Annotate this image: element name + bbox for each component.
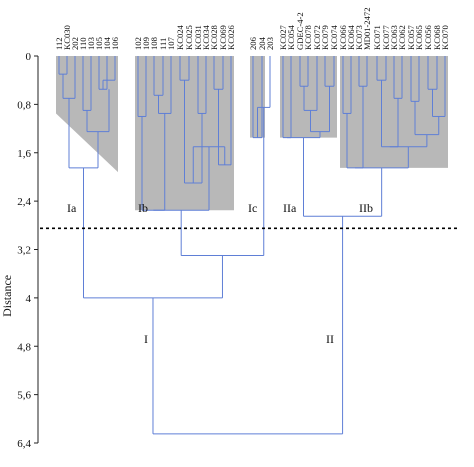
leaf-label: KC078 (303, 25, 313, 50)
leaf-label: KC056 (423, 24, 433, 50)
tick-label: 5,6 (17, 390, 31, 402)
leaf-label: KC069 (218, 25, 228, 50)
leaf-label: KC054 (286, 24, 296, 50)
leaf-label: GDEC-4-2 (295, 12, 305, 50)
leaf-label: KC063 (389, 25, 399, 50)
leaf-label: KC064 (346, 24, 356, 50)
group-label-i: I (144, 332, 148, 346)
leaf-label: KC026 (226, 24, 236, 50)
leaf-label: KC068 (432, 25, 442, 50)
leaf-label: KC072 (312, 25, 322, 50)
cluster-fills (56, 56, 448, 211)
leaf-label: 112 (54, 37, 64, 50)
leaf-label: KC034 (201, 24, 211, 50)
leaf-label: 111 (158, 38, 168, 50)
leaf-label: KC071 (372, 25, 382, 50)
leaf-label: 203 (265, 37, 275, 50)
distance-axis: 0 0,8 1,6 2,4 3,2 4 4,8 5,6 6,4 (17, 51, 39, 450)
leaf-label: KC028 (209, 25, 219, 50)
leaf-label: KC074 (329, 24, 339, 50)
leaf-label: KC030 (62, 25, 72, 50)
group-label-iib: IIb (359, 201, 373, 215)
tick-label: 0 (26, 51, 32, 63)
leaf-label: KC025 (184, 25, 194, 50)
leaf-label: MD01-2472 (362, 8, 372, 51)
group-label-ib: Ib (138, 201, 148, 215)
leaf-label: KC024 (175, 24, 185, 50)
leaf-label: 106 (110, 36, 120, 50)
group-label-ic: Ic (248, 201, 257, 215)
leaf-label: KC070 (440, 25, 450, 50)
leaf-label: 108 (149, 37, 159, 50)
leaf-label: 107 (166, 36, 176, 50)
leaf-label: KC073 (354, 25, 364, 50)
leaf-label: 109 (141, 37, 151, 50)
cluster-fill (280, 56, 337, 138)
leaf-label: 110 (78, 37, 88, 50)
group-label-iia: IIa (283, 201, 297, 215)
tick-label: 3,2 (17, 245, 31, 257)
tick-label: 2,4 (17, 196, 31, 208)
leaf-label: 103 (86, 37, 96, 50)
leaf-label: 202 (70, 37, 80, 50)
axis-title: Distance (0, 275, 14, 317)
tick-label: 4,8 (17, 341, 31, 353)
leaf-label: KC031 (193, 25, 203, 50)
tick-label: 0,8 (17, 99, 31, 111)
branch-lines (58, 56, 446, 435)
leaf-label: KC057 (406, 24, 416, 50)
leaf-label: 105 (94, 37, 104, 50)
leaf-label: KC079 (320, 25, 330, 50)
leaf-label: KC027 (278, 24, 288, 50)
leaf-label: KC077 (381, 24, 391, 50)
cluster-fill (250, 56, 265, 138)
group-label-ii: II (326, 332, 334, 346)
leaf-label: KC062 (397, 25, 407, 50)
group-label-ia: Ia (67, 201, 77, 215)
leaf-label: 104 (102, 36, 112, 50)
tick-label: 6,4 (17, 438, 31, 450)
leaf-label: 102 (133, 37, 143, 50)
leaf-label: KC065 (414, 25, 424, 50)
leaf-label: 204 (257, 36, 267, 50)
leaf-label: KC066 (338, 24, 348, 50)
tick-label: 4 (26, 293, 32, 305)
leaf-label: 206 (248, 36, 258, 50)
tick-label: 1,6 (17, 148, 31, 160)
